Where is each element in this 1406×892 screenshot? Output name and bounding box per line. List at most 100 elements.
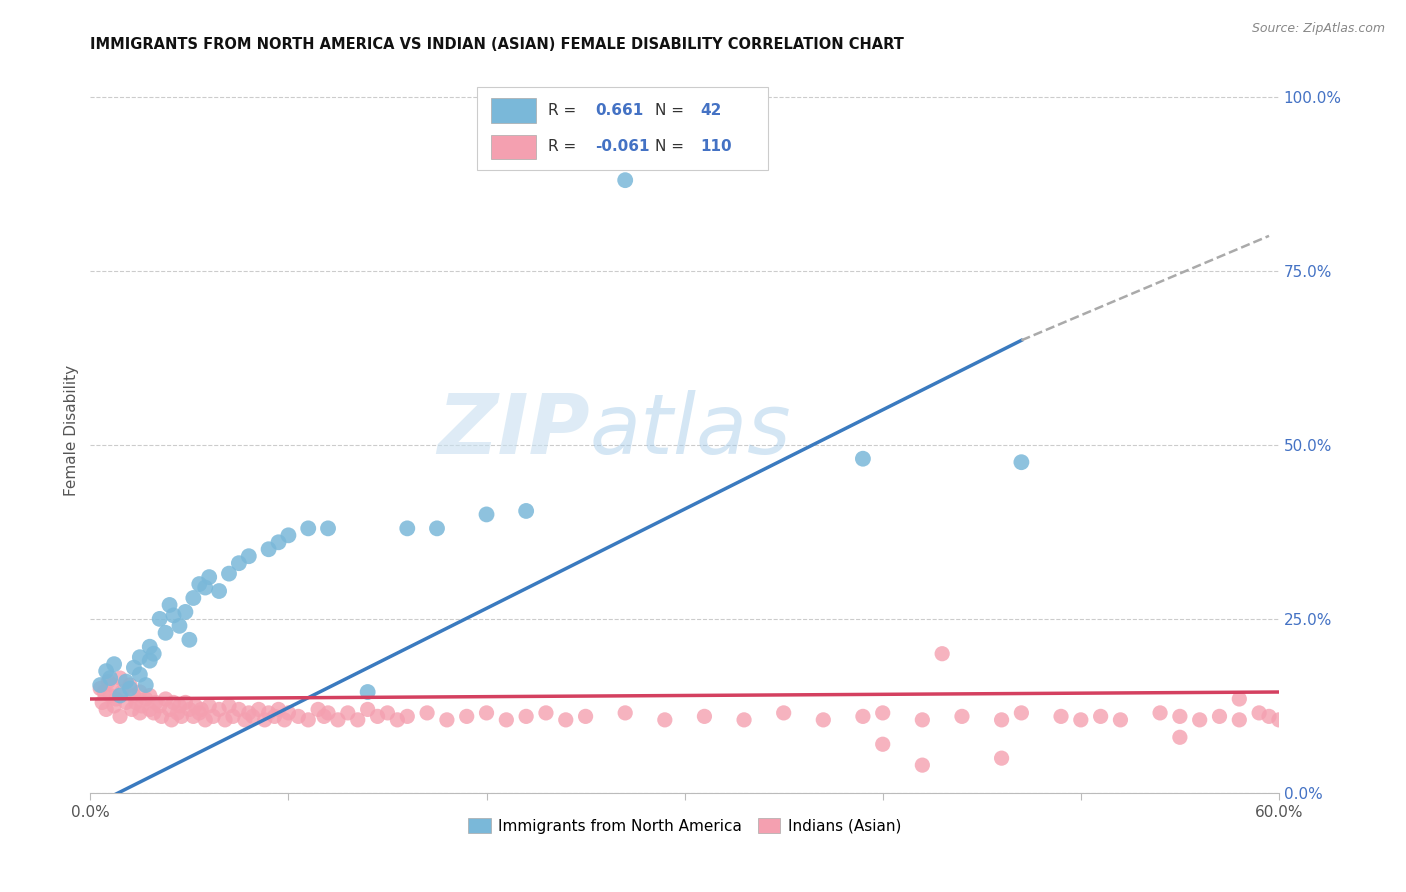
Point <box>312 709 335 723</box>
Text: 42: 42 <box>700 103 721 119</box>
Point <box>495 713 517 727</box>
Point <box>208 584 231 599</box>
Point <box>118 678 141 692</box>
Point <box>931 647 953 661</box>
Text: Source: ZipAtlas.com: Source: ZipAtlas.com <box>1251 22 1385 36</box>
Point <box>387 713 409 727</box>
FancyBboxPatch shape <box>491 135 536 160</box>
Point <box>872 737 894 751</box>
Point <box>135 678 157 692</box>
Point <box>162 608 184 623</box>
Point <box>813 713 835 727</box>
Point <box>367 709 389 723</box>
Point <box>1109 713 1132 727</box>
Point <box>128 706 150 720</box>
Point <box>238 706 260 720</box>
Point <box>103 698 125 713</box>
Text: 0.661: 0.661 <box>596 103 644 119</box>
Text: atlas: atlas <box>589 391 792 471</box>
Point <box>852 451 875 466</box>
Point <box>326 713 349 727</box>
Point <box>108 709 131 723</box>
Point <box>990 751 1012 765</box>
Point <box>257 542 280 557</box>
Point <box>911 758 934 772</box>
Point <box>179 702 201 716</box>
Point <box>218 698 240 713</box>
Point <box>574 709 596 723</box>
Point <box>772 706 794 720</box>
Point <box>475 508 498 522</box>
Point <box>98 689 121 703</box>
Point <box>142 647 165 661</box>
Point <box>131 698 153 713</box>
Point <box>554 713 576 727</box>
FancyBboxPatch shape <box>477 87 768 170</box>
Point <box>263 709 285 723</box>
Point <box>990 713 1012 727</box>
Point <box>149 612 172 626</box>
Point <box>125 696 148 710</box>
Point <box>267 702 290 716</box>
Point <box>297 521 319 535</box>
Point <box>169 698 191 713</box>
Point <box>356 702 378 716</box>
Point <box>190 702 212 716</box>
Point <box>416 706 439 720</box>
Point <box>253 713 276 727</box>
Point <box>183 709 205 723</box>
Point <box>122 689 145 703</box>
Point <box>475 706 498 720</box>
Point <box>91 696 114 710</box>
Point <box>214 713 236 727</box>
Point <box>183 591 205 605</box>
FancyBboxPatch shape <box>491 98 536 123</box>
Point <box>174 605 197 619</box>
Text: R =: R = <box>548 103 576 119</box>
Point <box>336 706 359 720</box>
Point <box>194 581 217 595</box>
Point <box>242 709 264 723</box>
Point <box>228 556 250 570</box>
Point <box>1227 692 1250 706</box>
Point <box>1258 709 1281 723</box>
Point <box>111 685 134 699</box>
Point <box>122 660 145 674</box>
Point <box>733 713 755 727</box>
Text: -0.061: -0.061 <box>596 139 650 154</box>
Point <box>1168 709 1191 723</box>
Point <box>257 706 280 720</box>
Point <box>218 566 240 581</box>
Point <box>614 706 637 720</box>
Point <box>307 702 329 716</box>
Point <box>128 667 150 681</box>
Point <box>159 702 181 716</box>
Point <box>377 706 399 720</box>
Point <box>170 709 193 723</box>
Point <box>184 698 207 713</box>
Point <box>118 681 141 696</box>
Point <box>188 577 211 591</box>
Point <box>202 709 225 723</box>
Point <box>233 713 256 727</box>
Point <box>121 702 143 716</box>
Point <box>1208 709 1230 723</box>
Point <box>654 713 676 727</box>
Point <box>174 696 197 710</box>
Point <box>108 689 131 703</box>
Point <box>139 654 162 668</box>
Point <box>1050 709 1073 723</box>
Text: IMMIGRANTS FROM NORTH AMERICA VS INDIAN (ASIAN) FEMALE DISABILITY CORRELATION CH: IMMIGRANTS FROM NORTH AMERICA VS INDIAN … <box>90 37 904 53</box>
Point <box>198 570 221 584</box>
Point <box>316 706 339 720</box>
Point <box>297 713 319 727</box>
Point <box>105 692 128 706</box>
Point <box>194 713 217 727</box>
Point <box>128 650 150 665</box>
Point <box>277 528 299 542</box>
Point <box>426 521 449 535</box>
Point <box>149 698 172 713</box>
Point <box>166 706 188 720</box>
Point <box>238 549 260 564</box>
Point <box>614 173 637 187</box>
